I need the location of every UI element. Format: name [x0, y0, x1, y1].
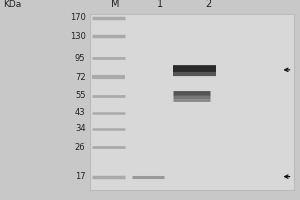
Text: 43: 43: [75, 108, 86, 117]
Text: 17: 17: [75, 172, 86, 181]
Text: 26: 26: [75, 143, 86, 152]
Text: 95: 95: [75, 54, 86, 63]
Text: 55: 55: [75, 91, 86, 100]
Text: M: M: [111, 0, 120, 9]
Text: 1: 1: [158, 0, 164, 9]
Text: KDa: KDa: [3, 0, 21, 9]
Text: 34: 34: [75, 124, 86, 133]
Text: 170: 170: [70, 13, 86, 22]
Bar: [90, 14, 294, 190]
Text: 130: 130: [70, 32, 86, 41]
Text: 2: 2: [206, 0, 212, 9]
Text: 72: 72: [75, 73, 86, 82]
